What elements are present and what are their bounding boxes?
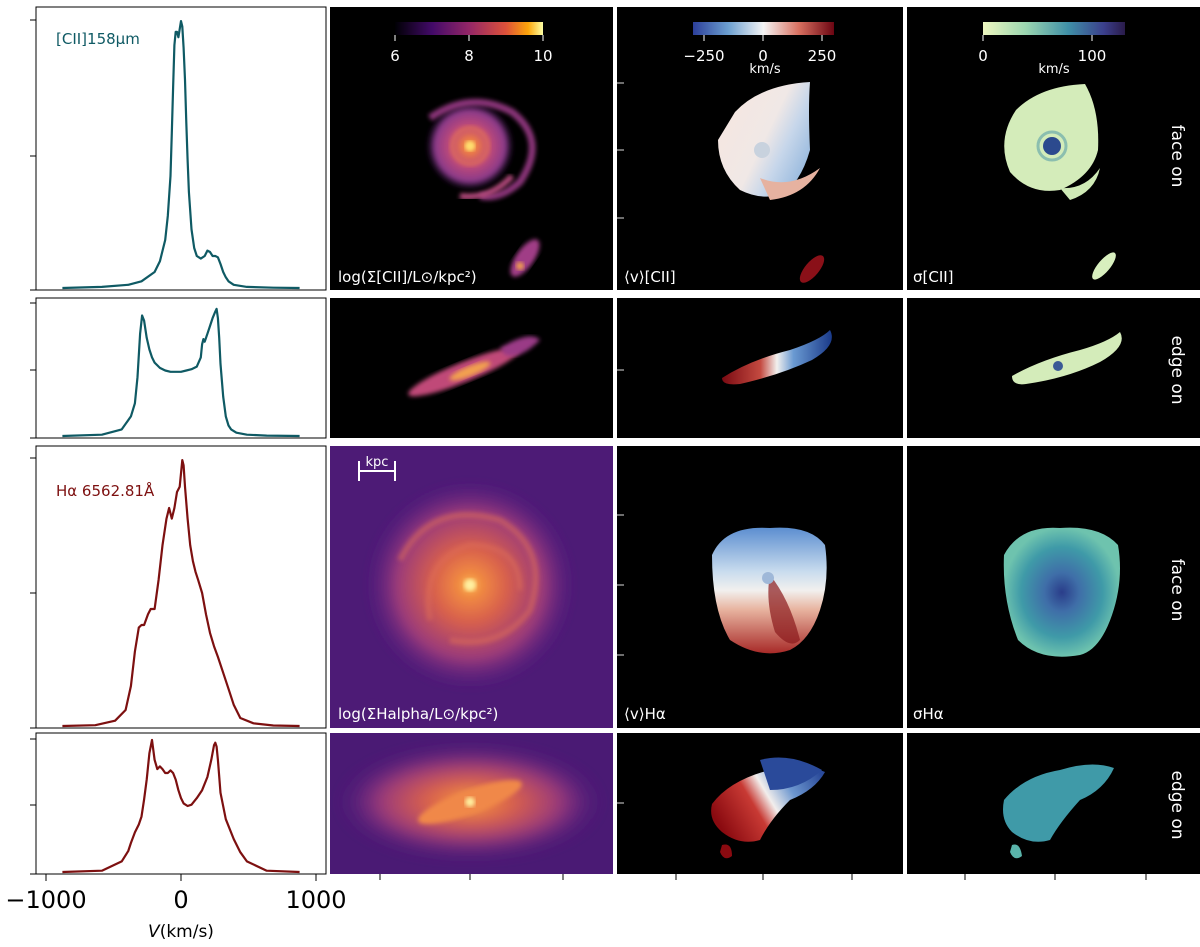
ha-face-dispersion-image: [1003, 527, 1120, 657]
surface-cbar-tick-6: 6: [390, 47, 400, 65]
spectrum-y-ticks: [30, 19, 36, 875]
cii-edge-spectrum-line: [62, 307, 300, 438]
cii-surface-label: log(Σ[CII]/L⊙/kpc²): [338, 268, 477, 286]
surface-cbar-tick-10: 10: [533, 47, 552, 65]
x-tick-label-0: 0: [173, 886, 188, 914]
dispersion-cbar-unit: km/s: [1038, 62, 1070, 77]
velocity-cbar-tick-0: 0: [758, 47, 768, 65]
cii-spectrum-label: [CII]158μm: [56, 30, 140, 48]
bottom-image-ticks: [379, 874, 1147, 880]
spectrum-x-ticks: [45, 874, 317, 881]
velocity-cbar-unit: km/s: [749, 62, 781, 77]
kpc-scale-bar: [358, 461, 396, 481]
x-tick-label-neg1000: −1000: [5, 886, 86, 914]
halpha-spectrum-label: Hα 6562.81Å: [56, 481, 155, 500]
spectrum-axes-ha-edge: [35, 732, 327, 875]
ha-edge-dispersion-image: [1003, 764, 1114, 859]
cii-velocity-label: ⟨v⟩[CII]: [624, 268, 676, 286]
halpha-surface-label: log(ΣHalpha/L⊙/kpc²): [338, 705, 498, 723]
x-tick-label-1000: 1000: [285, 886, 346, 914]
dispersion-cbar-tick-100: 100: [1078, 47, 1107, 65]
cii-face-spectrum-line: [62, 20, 300, 290]
surface-cbar-tick-8: 8: [464, 47, 474, 65]
ha-face-on-label: face on: [1167, 559, 1187, 622]
velocity-colorbar: −250 0 250 km/s: [683, 22, 836, 77]
kpc-scale-label: kpc: [366, 455, 389, 470]
cii-face-on-label: face on: [1167, 125, 1187, 188]
halpha-velocity-label: ⟨v⟩Hα: [624, 705, 666, 723]
cii-dispersion-label: σ[CII]: [913, 268, 954, 286]
ha-face-velocity-image: [712, 527, 827, 654]
cii-face-velocity-image: [718, 82, 825, 283]
ha-edge-on-label: edge on: [1167, 770, 1187, 839]
spectrum-axes-cii-face: [35, 6, 327, 291]
image-panel-ticks: [617, 82, 624, 804]
halpha-dispersion-label: σHα: [913, 705, 944, 723]
x-axis-label: V(km/s): [148, 922, 214, 942]
velocity-cbar-tick-neg250: −250: [683, 47, 724, 65]
ha-edge-spectrum-line: [62, 738, 300, 874]
cii-face-galaxy-image: [426, 98, 540, 277]
spectrum-axes-ha-face: [35, 445, 327, 729]
ha-edge-galaxy-image: [330, 733, 613, 874]
cii-face-dispersion-image: [1004, 84, 1116, 280]
dispersion-cbar-tick-0: 0: [978, 47, 988, 65]
cii-edge-dispersion-image: [1012, 332, 1122, 385]
cii-edge-galaxy-image: [408, 336, 540, 397]
cii-edge-on-label: edge on: [1167, 335, 1187, 404]
ha-face-spectrum-line: [62, 459, 300, 728]
spectrum-lines: [62, 20, 300, 874]
ha-face-galaxy-image: kpc: [330, 446, 613, 728]
surface-colorbar: 6 8 10: [390, 22, 553, 65]
dispersion-colorbar: 0 100 km/s: [978, 22, 1125, 77]
spectrum-axes-group: [CII]158μm Hα 6562.81Å −1000 0 1000 V(km…: [5, 6, 347, 942]
ha-edge-velocity-image: [711, 757, 825, 859]
cii-edge-velocity-image: [722, 330, 832, 385]
velocity-cbar-tick-250: 250: [808, 47, 837, 65]
spectrum-axes-cii-edge: [35, 297, 327, 439]
